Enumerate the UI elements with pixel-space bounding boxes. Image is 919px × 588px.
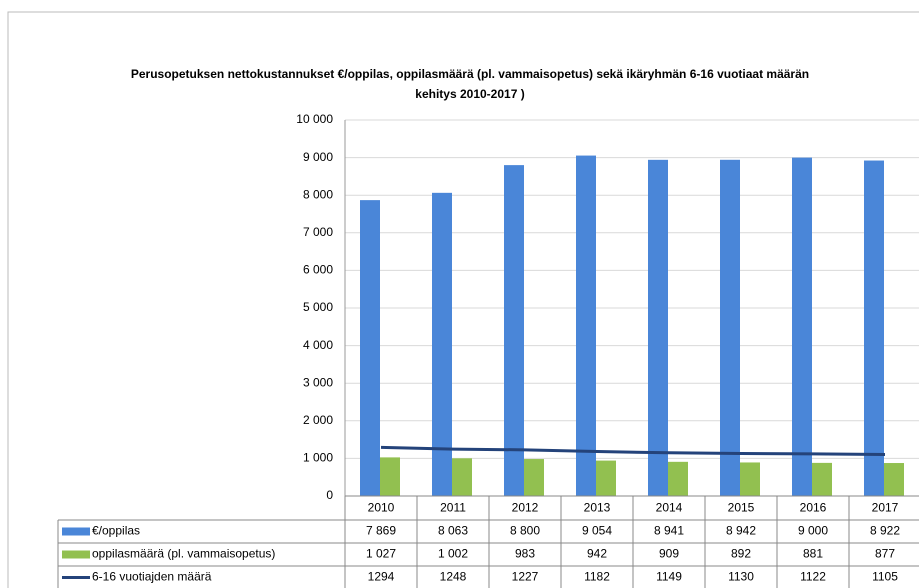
legend-swatch	[62, 550, 90, 559]
bar	[360, 200, 380, 496]
title-box: Perusopetuksen nettokustannukset €/oppil…	[130, 67, 810, 101]
table-value: 8 942	[726, 524, 756, 538]
bar	[720, 159, 740, 496]
table-value: 942	[587, 547, 607, 561]
y-tick-label: 10 000	[296, 112, 333, 126]
x-tick-label: 2017	[872, 501, 899, 515]
y-tick-label: 8 000	[303, 187, 333, 201]
table-value: 1248	[440, 570, 467, 584]
chart-title: Perusopetuksen nettokustannukset €/oppil…	[130, 67, 810, 101]
table-value: 7 869	[366, 524, 396, 538]
table-value: 909	[659, 547, 679, 561]
bar	[504, 165, 524, 496]
bar	[792, 157, 812, 496]
table-value: 8 941	[654, 524, 684, 538]
legend-swatch	[62, 527, 90, 536]
x-tick-label: 2010	[368, 501, 395, 515]
y-tick-label: 9 000	[303, 150, 333, 164]
table-value: 1105	[872, 570, 898, 584]
y-tick-label: 7 000	[303, 225, 333, 239]
y-tick-label: 4 000	[303, 338, 333, 352]
table-value: 1 002	[438, 547, 468, 561]
x-tick-label: 2013	[584, 501, 611, 515]
bar	[864, 160, 884, 496]
bar	[596, 460, 616, 496]
bar	[576, 155, 596, 497]
legend-label: 6-16 vuotiajden määrä	[92, 570, 212, 584]
y-tick-label: 5 000	[303, 300, 333, 314]
table-value: 1122	[800, 570, 826, 584]
bar	[812, 462, 832, 496]
y-tick-label: 1 000	[303, 451, 333, 465]
table-value: 1149	[656, 570, 682, 584]
bar	[884, 463, 904, 496]
table-value: 1227	[512, 570, 539, 584]
table-value: 8 063	[438, 524, 468, 538]
bar	[740, 462, 760, 496]
table-value: 881	[803, 547, 823, 561]
x-tick-label: 2012	[512, 501, 539, 515]
bar	[648, 159, 668, 496]
bar	[432, 192, 452, 496]
table-value: 1 027	[366, 547, 396, 561]
x-tick-label: 2015	[728, 501, 755, 515]
y-tick-label: 2 000	[303, 413, 333, 427]
legend-label: oppilasmäärä (pl. vammaisopetus)	[92, 547, 275, 561]
y-tick-label: 3 000	[303, 375, 333, 389]
table-value: 1294	[368, 570, 395, 584]
table-value: 9 000	[798, 524, 828, 538]
table-value: 1182	[584, 570, 610, 584]
x-tick-label: 2016	[800, 501, 827, 515]
table-value: 892	[731, 547, 751, 561]
bar	[524, 459, 544, 496]
bar	[380, 457, 400, 496]
table-value: 8 800	[510, 524, 540, 538]
table-value: 8 922	[870, 524, 900, 538]
x-tick-label: 2011	[440, 501, 466, 515]
bar	[452, 458, 472, 496]
table-value: 877	[875, 547, 895, 561]
table-value: 9 054	[582, 524, 612, 538]
table-value: 1130	[728, 570, 754, 584]
y-tick-label: 6 000	[303, 263, 333, 277]
table-value: 983	[515, 547, 535, 561]
legend-label: €/oppilas	[92, 524, 140, 538]
line-series	[380, 445, 886, 456]
bar	[668, 461, 688, 496]
x-tick-label: 2014	[656, 501, 683, 515]
y-tick-label: 0	[326, 488, 333, 502]
